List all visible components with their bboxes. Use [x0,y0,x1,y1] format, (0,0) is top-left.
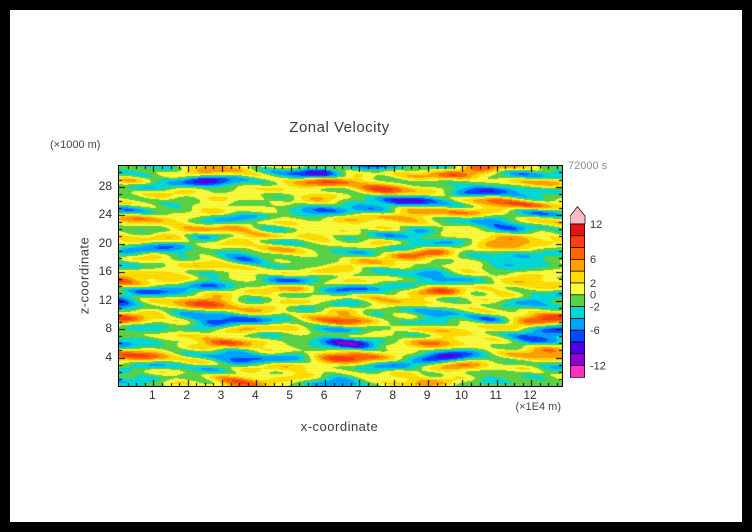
x-tick-label: 12 [523,388,537,402]
colorbar-band [569,353,586,366]
colorbar-under-block [569,365,586,378]
colorbar-band [569,282,586,296]
colorbar-tick-label: -2 [590,301,600,313]
colorbar-band [569,223,586,237]
chart-title: Zonal Velocity [289,119,390,136]
z-tick-label: 28 [98,178,112,193]
x-tick-label: 7 [355,388,362,402]
x-axis-units-label: (×1E4 m) [515,401,561,413]
x-tick-label: 4 [252,388,259,402]
colorbar-tick-label: -12 [590,360,606,372]
x-tick-label: 6 [320,388,328,402]
zonal-velocity-heatmap-canvas [119,166,562,386]
colorbar-band [569,329,586,343]
colorbar-band [569,259,586,272]
colorbar-band [569,235,586,248]
x-tick-label: 8 [389,388,397,402]
x-tick-label: 10 [454,388,469,402]
y-axis-units-label: (×1000 m) [50,139,101,151]
plot-area [118,165,563,387]
colorbar-tick-label: 0 [590,290,596,302]
colorbar-band [569,270,586,284]
z-tick-label: 16 [98,264,112,279]
x-tick-label: 9 [423,388,431,402]
z-tick-label: 4 [105,349,112,364]
colorbar-band [569,247,586,260]
x-tick-label: 2 [183,388,191,402]
x-tick-label: 1 [148,388,156,402]
z-tick-label: 24 [98,207,112,222]
z-tick-label: 20 [98,235,112,250]
z-tick-label: 8 [105,321,112,336]
colorbar-tick-label: -6 [590,325,600,337]
colorbar: 12 6 2 0 -2 -6 -12 [569,206,616,387]
colorbar-band [569,306,586,319]
plot-page: Zonal Velocity (×1000 m) 72000 s (×1E4 m… [10,10,742,522]
colorbar-over-arrow [569,206,586,225]
x-tick-label: 11 [489,388,502,402]
colorbar-band [569,318,586,331]
colorbar-tick-label: 6 [590,254,596,266]
colorbar-band [569,341,586,355]
colorbar-tick-label: 12 [590,219,602,231]
colorbar-band [569,294,586,307]
z-tick-label: 12 [98,292,112,307]
x-tick-label: 5 [286,388,294,402]
x-tick-label: 3 [217,388,225,402]
colorbar-tick-label: 2 [590,278,596,290]
time-annotation: 72000 s [568,160,608,172]
x-axis-label: x-coordinate [300,419,379,434]
